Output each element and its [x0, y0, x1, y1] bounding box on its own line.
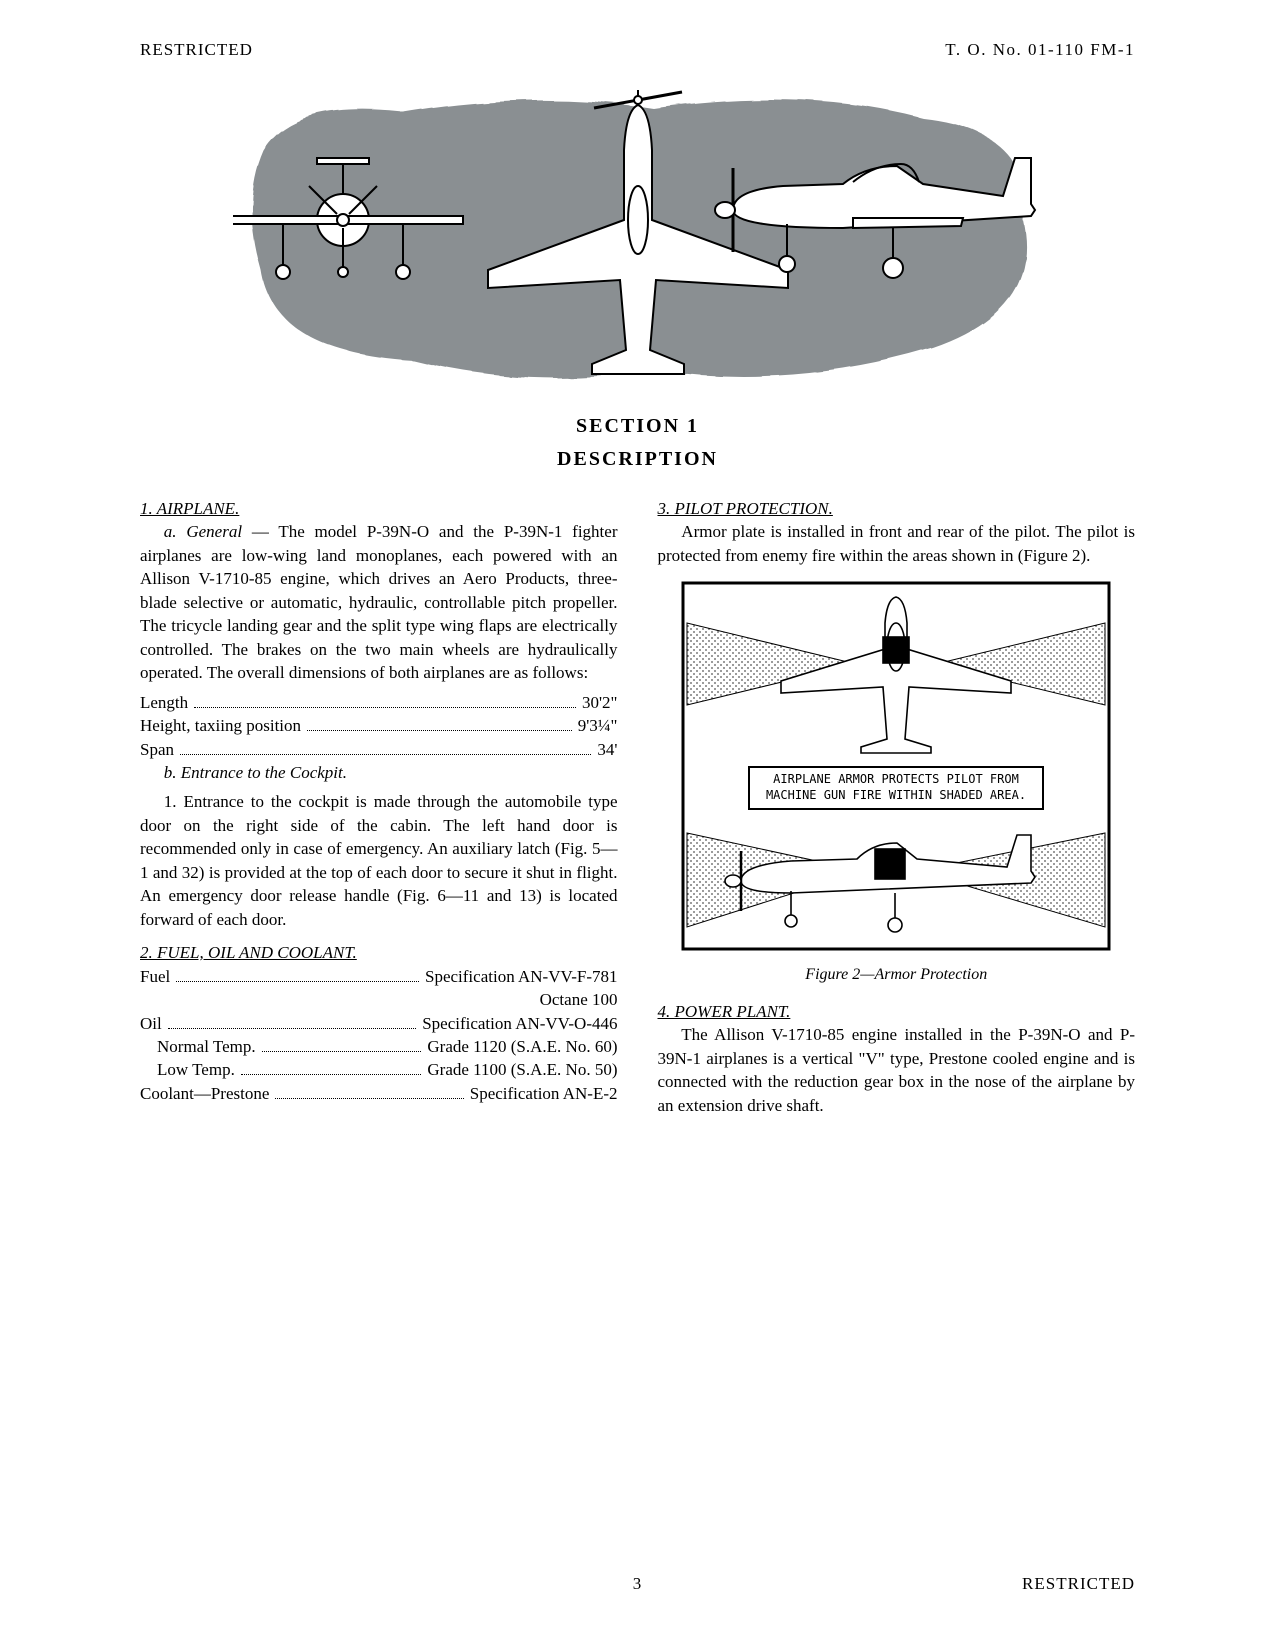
section-number-heading: SECTION 1	[140, 415, 1135, 438]
dim-val: 34'	[597, 738, 617, 761]
section-title-heading: DESCRIPTION	[140, 448, 1135, 471]
dim-label: Span	[140, 738, 174, 761]
heading-pilot-protection: 3. PILOT PROTECTION.	[658, 497, 1136, 520]
dim-val: 30'2"	[582, 691, 618, 714]
classification-header-left: RESTRICTED	[140, 40, 253, 60]
dim-val: 9'3¼"	[578, 714, 618, 737]
heading-power-plant: 4. POWER PLANT.	[658, 1000, 1136, 1023]
spec-label: Oil	[140, 1012, 162, 1035]
heading-airplane: 1. AIRPLANE.	[140, 497, 618, 520]
dim-label: Length	[140, 691, 188, 714]
spec-val: Specification AN-VV-O-446	[422, 1012, 617, 1035]
left-column: 1. AIRPLANE. a. General — The model P-39…	[140, 495, 618, 1123]
sub-a-general-text: — The model P-39N-O and the P-39N-1 figh…	[140, 522, 618, 682]
spec-val: Grade 1120 (S.A.E. No. 60)	[427, 1035, 617, 1058]
pilot-protection-text: Armor plate is installed in front and re…	[658, 520, 1136, 567]
right-column: 3. PILOT PROTECTION. Armor plate is inst…	[658, 495, 1136, 1123]
fig2-box-line1: AIRPLANE ARMOR PROTECTS PILOT FROM	[773, 772, 1019, 786]
spec-label: Normal Temp.	[140, 1035, 256, 1058]
dim-label: Height, taxiing position	[140, 714, 301, 737]
page-number: 3	[633, 1574, 643, 1594]
sub-b-entrance-text: 1. Entrance to the cockpit is made throu…	[140, 790, 618, 931]
spec-list: Fuel Specification AN-VV-F-781 Octane 100…	[140, 965, 618, 1106]
heading-fuel-oil-coolant: 2. FUEL, OIL AND COOLANT.	[140, 941, 618, 964]
spec-val: Octane 100	[540, 988, 618, 1011]
spec-label: Fuel	[140, 965, 170, 988]
fig2-box-line2: MACHINE GUN FIRE WITHIN SHADED AREA.	[766, 788, 1026, 802]
spec-val: Specification AN-E-2	[470, 1082, 618, 1105]
classification-footer-right: RESTRICTED	[1022, 1574, 1135, 1594]
figure-2-caption: Figure 2—Armor Protection	[658, 964, 1136, 986]
power-plant-text: The Allison V-1710-85 engine installed i…	[658, 1023, 1136, 1117]
figure-2-armor-protection: AIRPLANE ARMOR PROTECTS PILOT FROM MACHI…	[658, 581, 1136, 986]
spec-label: Low Temp.	[140, 1058, 235, 1081]
sub-a-general-label: a. General	[164, 522, 242, 541]
spec-val: Specification AN-VV-F-781	[425, 965, 618, 988]
sub-b-entrance-label: b. Entrance to the Cockpit.	[164, 763, 347, 782]
techorder-number: T. O. No. 01-110 FM-1	[945, 40, 1135, 60]
spec-val: Grade 1100 (S.A.E. No. 50)	[427, 1058, 617, 1081]
dimensions-list: Length 30'2" Height, taxiing position 9'3¼…	[140, 691, 618, 761]
hero-three-view-figure	[140, 90, 1135, 395]
spec-label: Coolant—Prestone	[140, 1082, 269, 1105]
